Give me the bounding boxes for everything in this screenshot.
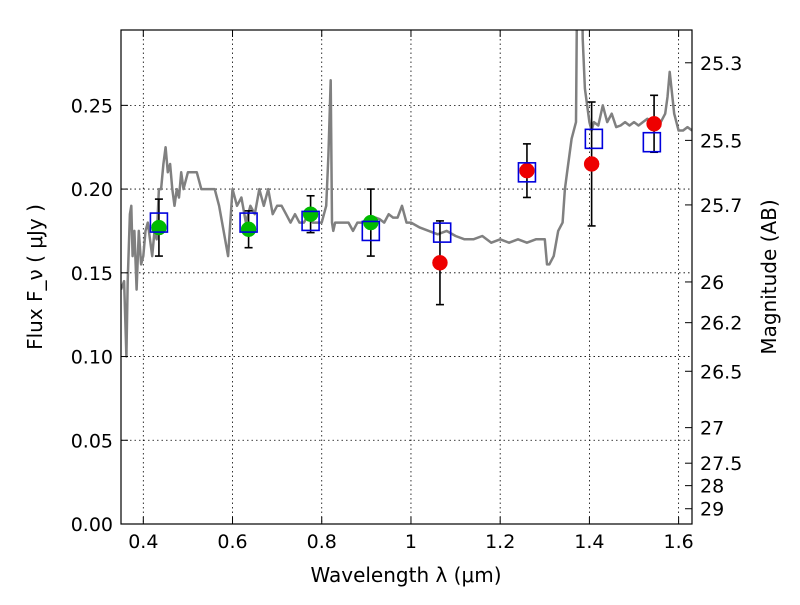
red-data-point [646, 116, 662, 132]
x-tick-label: 1.2 [485, 531, 515, 553]
red-data-point [519, 162, 535, 179]
green-data-point [363, 214, 379, 231]
y-tick-label: 0.25 [71, 95, 113, 117]
grid [121, 30, 692, 524]
model-box-marker [301, 210, 320, 232]
y-tick-label: 0.15 [71, 263, 113, 285]
plot-frame [120, 29, 693, 525]
model-box-marker [432, 222, 452, 243]
x-tick-label: 1.4 [574, 531, 604, 553]
y-tick-label: 0.20 [71, 179, 113, 201]
green-data-point [302, 206, 319, 222]
right-tick-label: 28 [700, 476, 724, 498]
right-tick-label: 25.3 [700, 53, 742, 75]
spectrum-line [121, 30, 692, 358]
y-tick-label: 0.10 [71, 347, 113, 369]
x-tick-label: 0.6 [217, 531, 247, 553]
spectrum-layer [121, 30, 692, 358]
right-axis-label: Magnitude (AB) [757, 199, 781, 354]
points-layer [151, 116, 662, 271]
y-tick-label: 0.00 [71, 514, 113, 536]
model-box-marker [517, 162, 537, 183]
model-box-marker [361, 220, 381, 242]
model-box-marker [642, 131, 662, 153]
red-data-point [583, 156, 600, 172]
x-tick-label: 1.6 [664, 531, 694, 553]
right-tick-label: 26 [700, 272, 724, 294]
x-tick-label: 0.8 [307, 531, 337, 553]
errorbar-layer [154, 94, 659, 306]
right-tick-label: 27 [700, 418, 724, 440]
y-tick-label: 0.05 [71, 430, 113, 452]
right-tick-label: 26.2 [700, 313, 742, 335]
x-tick-label: 1 [405, 531, 417, 553]
right-tick-label: 25.7 [700, 195, 742, 217]
model-box-marker [584, 128, 604, 150]
model-box-layer [149, 128, 662, 243]
right-tick-label: 26.5 [700, 361, 742, 383]
model-box-marker [239, 212, 258, 233]
green-data-point [240, 221, 257, 238]
x-tick-label: 0.4 [128, 531, 158, 553]
x-axis-label: Wavelength λ (μm) [310, 563, 501, 587]
right-tick-label: 29 [700, 499, 724, 521]
model-box-marker [149, 212, 169, 233]
right-tick-label: 27.5 [700, 453, 742, 475]
right-tick-label: 25.5 [700, 130, 742, 152]
red-data-point [432, 255, 448, 271]
y-axis-label: Flux F_ν ( μJy ) [23, 204, 47, 350]
ticks: 0.4 0.6 0.8 1 1.2 1.4 1.6 0.00 0.05 0.10 0.15 0.20 0… [71, 30, 742, 553]
